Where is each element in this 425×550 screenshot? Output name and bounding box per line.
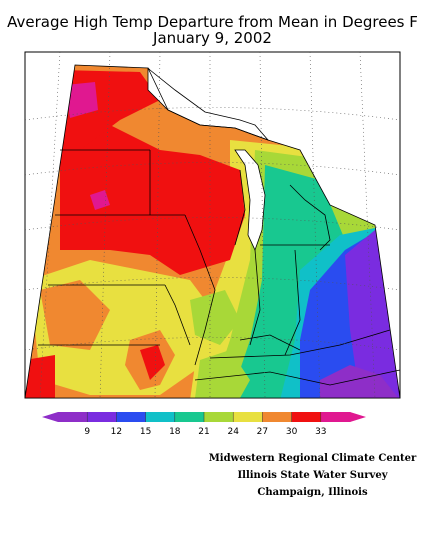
- legend-swatch: [87, 412, 117, 422]
- legend-swatch: [174, 412, 205, 422]
- legend-label: 27: [257, 427, 268, 437]
- legend-arrow-high: [350, 412, 366, 422]
- legend-swatch: [320, 412, 351, 422]
- map-title: Average High Temp Departure from Mean in…: [7, 13, 418, 31]
- legend-label: 30: [286, 427, 298, 437]
- color-legend: 9 12 15 18 21 24 27 30 33: [42, 412, 366, 437]
- legend-swatch: [145, 412, 176, 422]
- legend-swatch: [291, 412, 322, 422]
- legend-arrow-low: [42, 412, 58, 422]
- legend-label: 21: [198, 427, 209, 437]
- state-boundaries: [38, 149, 401, 386]
- legend-label: 18: [169, 427, 181, 437]
- credit-line-3: Champaign, Illinois: [257, 487, 368, 498]
- legend-label: 15: [140, 427, 151, 437]
- legend-swatch: [116, 412, 147, 422]
- legend-label: 33: [315, 427, 326, 437]
- legend-swatch: [58, 412, 88, 422]
- legend-label: 12: [111, 427, 122, 437]
- legend-swatch: [233, 412, 263, 422]
- legend-swatch: [262, 412, 293, 422]
- graticule: [24, 51, 401, 399]
- legend-label: 24: [227, 427, 239, 437]
- map-date: January 9, 2002: [153, 29, 272, 47]
- credit-line-1: Midwestern Regional Climate Center: [208, 453, 417, 464]
- credit-line-2: Illinois State Water Survey: [237, 470, 388, 481]
- legend-label: 9: [84, 427, 90, 437]
- legend-swatch: [204, 412, 234, 422]
